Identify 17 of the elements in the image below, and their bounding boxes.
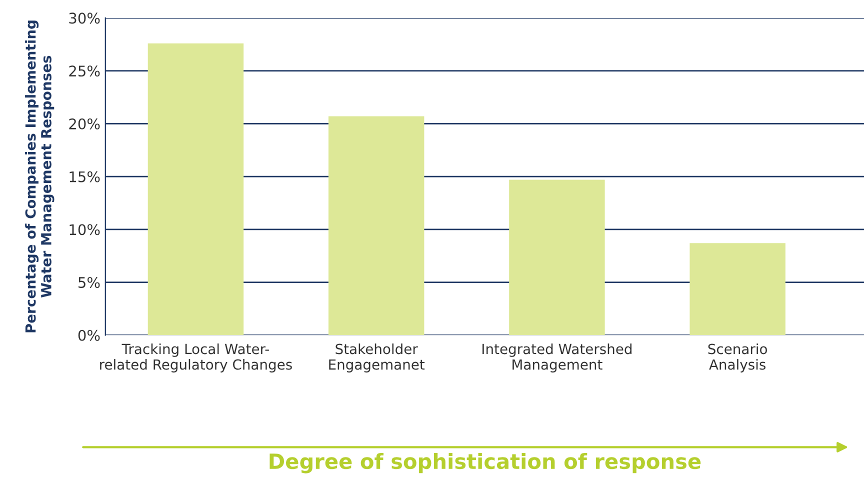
x-axis-title: Degree of sophistication of response (270, 453, 701, 474)
bar (509, 180, 605, 336)
bar (690, 243, 786, 336)
x-tick-label: Integrated Watershed Management (482, 343, 632, 372)
y-axis-title: Percentage of Companies Implementing Water Management Responses (25, 20, 54, 332)
bar (328, 116, 424, 336)
x-tick-label: Tracking Local Water- related Regulatory Changes (100, 343, 292, 372)
x-tick-label: Scenario Analysis (708, 343, 767, 372)
y-tick-label: 5% (78, 276, 100, 288)
y-tick-label: 15% (70, 171, 100, 182)
y-tick-label: 0% (78, 330, 100, 341)
x-tick-label: Stakeholder Engagemanet (329, 343, 425, 372)
bar (148, 43, 244, 336)
y-tick-label: 25% (69, 66, 100, 77)
y-tick-label: 30% (69, 12, 100, 24)
y-tick-label: 10% (70, 224, 100, 236)
y-tick-label: 20% (69, 118, 100, 130)
